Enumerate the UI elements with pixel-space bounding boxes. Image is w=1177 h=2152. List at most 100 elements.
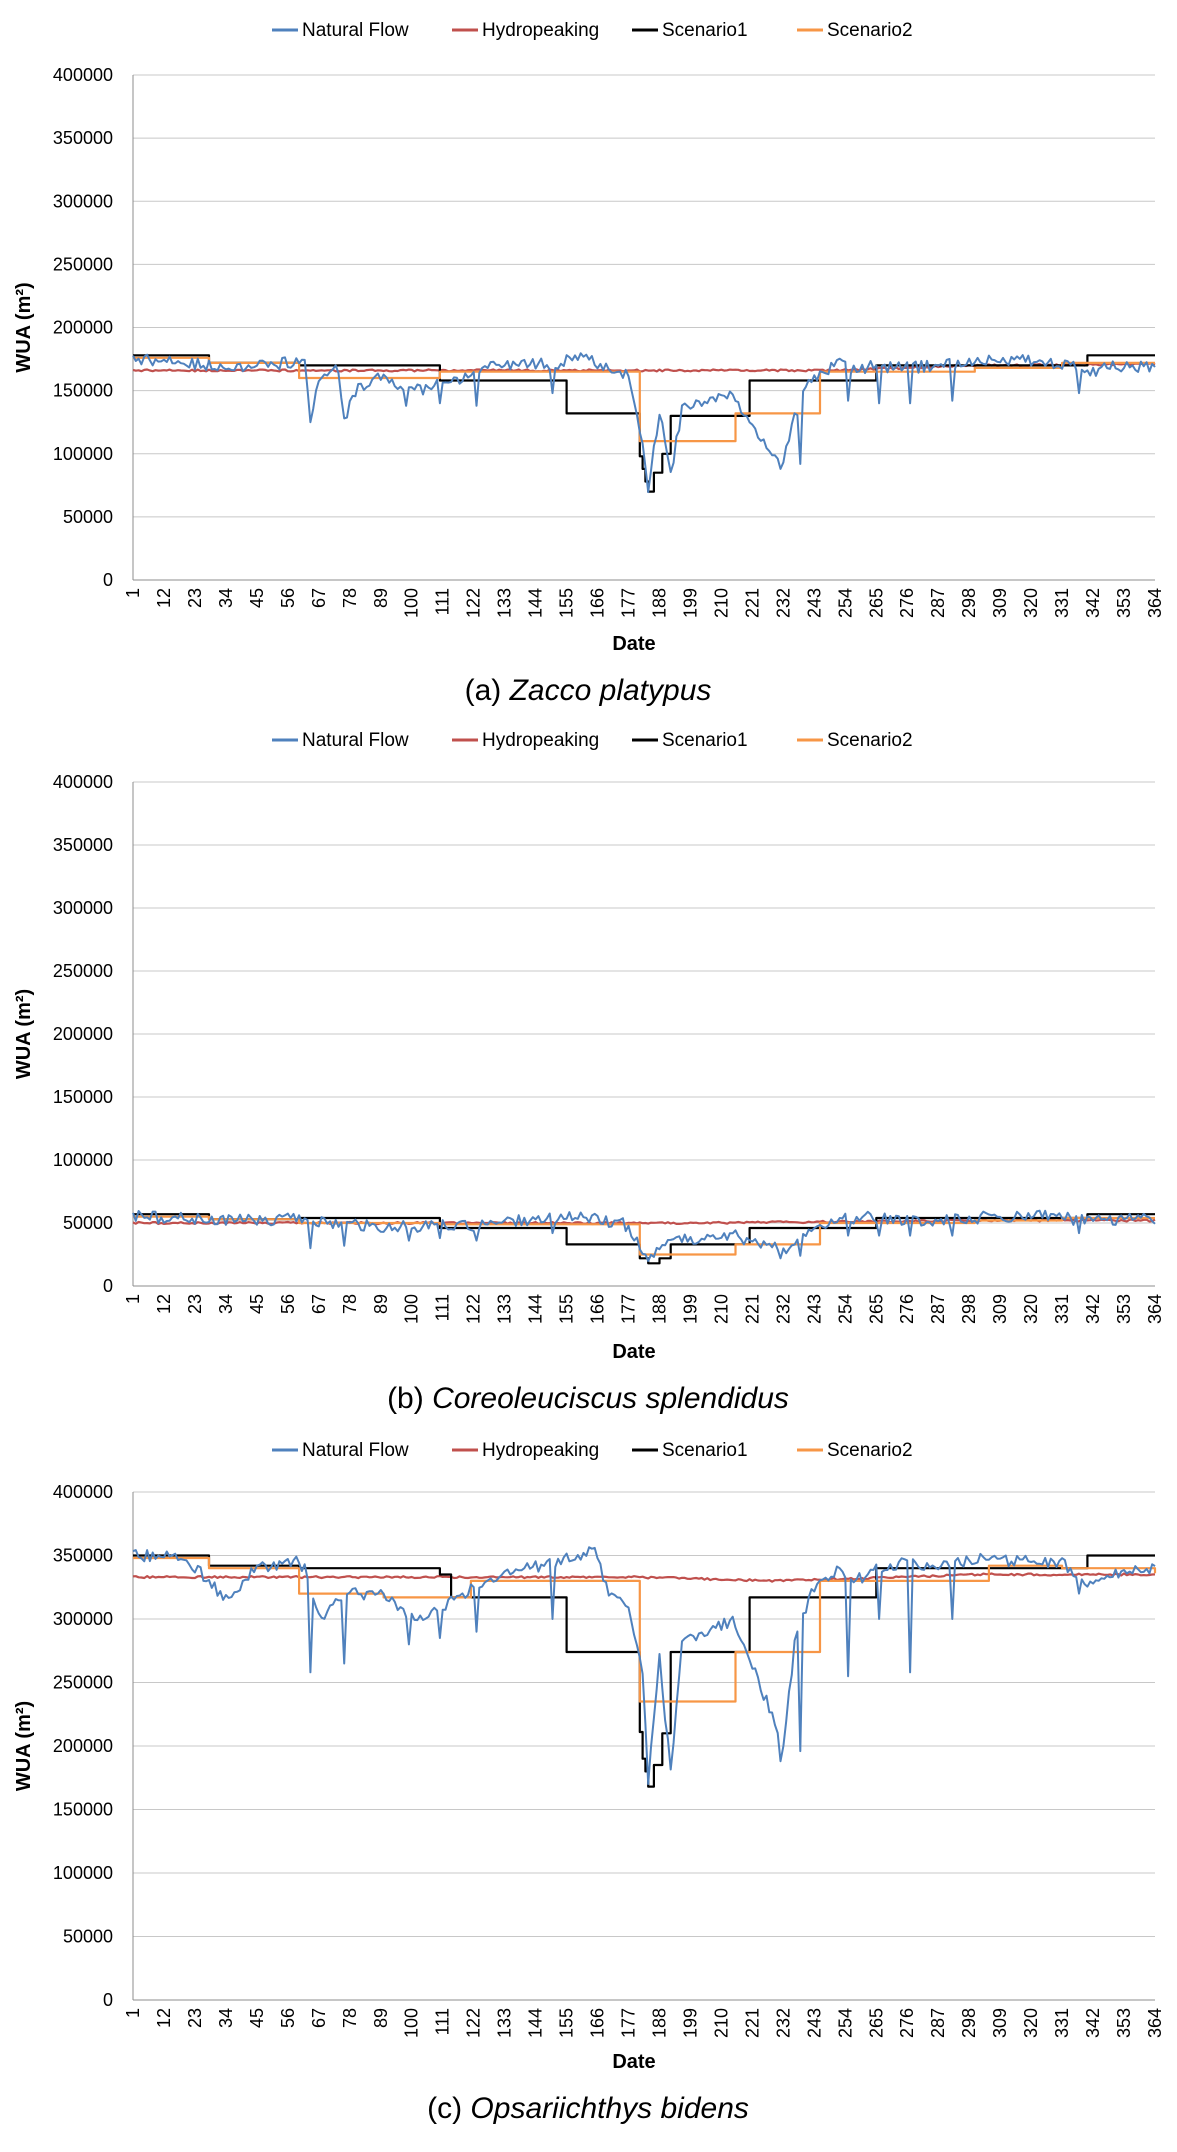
x-tick-label: 188 [649, 2008, 669, 2038]
x-tick-label: 111 [433, 1294, 453, 1321]
y-tick-label: 300000 [53, 191, 113, 211]
legend-label: Scenario2 [827, 20, 913, 41]
legend-label: Scenario2 [827, 730, 913, 751]
x-tick-label: 111 [433, 2008, 453, 2035]
x-axis-title: Date [612, 633, 655, 655]
y-tick-label: 50000 [63, 1927, 113, 1947]
x-tick-label: 331 [1052, 2008, 1072, 2038]
x-tick-label: 100 [402, 588, 422, 618]
caption-label: (a) [465, 674, 510, 707]
y-tick-label: 100000 [53, 1863, 113, 1883]
x-tick-label: 232 [773, 2008, 793, 2038]
y-tick-label: 250000 [53, 1673, 113, 1693]
x-tick-label: 177 [619, 1294, 639, 1324]
caption-species: Opsariichthys bidens [470, 2092, 748, 2125]
x-tick-label: 177 [619, 588, 639, 618]
y-tick-label: 0 [103, 1276, 113, 1296]
caption-species: Coreoleuciscus splendidus [432, 1382, 789, 1415]
x-tick-label: 298 [959, 2008, 979, 2038]
y-axis-title: WUA (m²) [13, 1701, 35, 1791]
x-tick-label: 67 [309, 2008, 329, 2028]
x-tick-label: 364 [1145, 2008, 1165, 2038]
figure-caption: (c) Opsariichthys bidens [427, 2092, 749, 2125]
x-tick-label: 1 [123, 588, 143, 598]
series-natural-flow [132, 1209, 1156, 1262]
x-tick-label: 342 [1083, 588, 1103, 618]
x-tick-label: 78 [340, 2008, 360, 2028]
x-tick-label: 100 [402, 1294, 422, 1324]
x-tick-label: 287 [928, 2008, 948, 2038]
x-tick-label: 177 [619, 2008, 639, 2038]
x-tick-label: 243 [804, 588, 824, 618]
x-tick-label: 89 [371, 2008, 391, 2028]
y-tick-label: 350000 [53, 1546, 113, 1566]
legend-label: Scenario1 [662, 20, 748, 41]
legend-label: Hydropeaking [482, 20, 599, 41]
x-tick-label: 243 [804, 1294, 824, 1324]
x-tick-label: 34 [216, 588, 236, 608]
legend-label: Hydropeaking [482, 1440, 599, 1461]
y-tick-label: 400000 [53, 1482, 113, 1502]
y-tick-label: 200000 [53, 1736, 113, 1756]
x-tick-label: 56 [278, 2008, 298, 2028]
x-tick-label: 144 [526, 1294, 546, 1324]
figure-caption: (b) Coreoleuciscus splendidus [387, 1382, 789, 1415]
x-tick-label: 45 [247, 1294, 267, 1314]
y-tick-label: 150000 [53, 1800, 113, 1820]
x-tick-label: 144 [526, 588, 546, 618]
x-tick-label: 23 [185, 2008, 205, 2028]
y-axis-title: WUA (m²) [13, 989, 35, 1079]
x-tick-label: 243 [804, 2008, 824, 2038]
caption-label: (c) [427, 2092, 470, 2125]
series-natural-flow [132, 352, 1156, 494]
series-natural-flow [132, 1546, 1156, 1785]
figure-caption: (a) Zacco platypus [465, 674, 712, 707]
x-tick-label: 89 [371, 588, 391, 608]
x-tick-label: 67 [309, 1294, 329, 1314]
y-tick-label: 300000 [53, 898, 113, 918]
x-tick-label: 155 [557, 2008, 577, 2038]
legend: Natural Flow Hydropeaking Scenario1 Scenari… [272, 1440, 913, 1461]
x-tick-label: 254 [835, 588, 855, 618]
y-tick-label: 350000 [53, 835, 113, 855]
legend-label: Scenario2 [827, 1440, 913, 1461]
series-scenario2 [133, 356, 1155, 443]
x-tick-label: 67 [309, 588, 329, 608]
legend-label: Scenario1 [662, 1440, 748, 1461]
x-tick-label: 265 [866, 1294, 886, 1324]
x-tick-label: 188 [649, 1294, 669, 1324]
x-tick-label: 144 [526, 2008, 546, 2038]
x-tick-label: 166 [588, 1294, 608, 1324]
x-tick-label: 320 [1021, 1294, 1041, 1324]
x-tick-label: 254 [835, 1294, 855, 1324]
x-tick-label: 265 [866, 2008, 886, 2038]
x-tick-label: 298 [959, 1294, 979, 1324]
x-tick-label: 34 [216, 1294, 236, 1314]
x-tick-label: 276 [897, 2008, 917, 2038]
x-tick-label: 353 [1114, 2008, 1134, 2038]
x-tick-label: 78 [340, 588, 360, 608]
x-tick-label: 12 [154, 588, 174, 608]
caption-species: Zacco platypus [509, 674, 712, 707]
x-tick-label: 364 [1145, 1294, 1165, 1324]
x-tick-label: 232 [773, 1294, 793, 1324]
y-tick-label: 250000 [53, 961, 113, 981]
legend: Natural Flow Hydropeaking Scenario1 Scenari… [272, 730, 913, 751]
y-tick-label: 200000 [53, 1024, 113, 1044]
x-tick-label: 122 [464, 1294, 484, 1324]
x-tick-label: 1 [123, 2008, 143, 2018]
x-tick-label: 221 [742, 588, 762, 618]
x-tick-label: 100 [402, 2008, 422, 2038]
x-tick-label: 298 [959, 588, 979, 618]
x-tick-label: 23 [185, 1294, 205, 1314]
legend-label: Scenario1 [662, 730, 748, 751]
legend-label: Natural Flow [302, 20, 409, 41]
y-tick-label: 300000 [53, 1609, 113, 1629]
x-tick-label: 287 [928, 588, 948, 618]
x-tick-label: 122 [464, 2008, 484, 2038]
x-tick-label: 133 [495, 588, 515, 618]
caption-label: (b) [387, 1382, 432, 1415]
x-tick-label: 45 [247, 2008, 267, 2028]
x-tick-label: 111 [433, 588, 453, 615]
